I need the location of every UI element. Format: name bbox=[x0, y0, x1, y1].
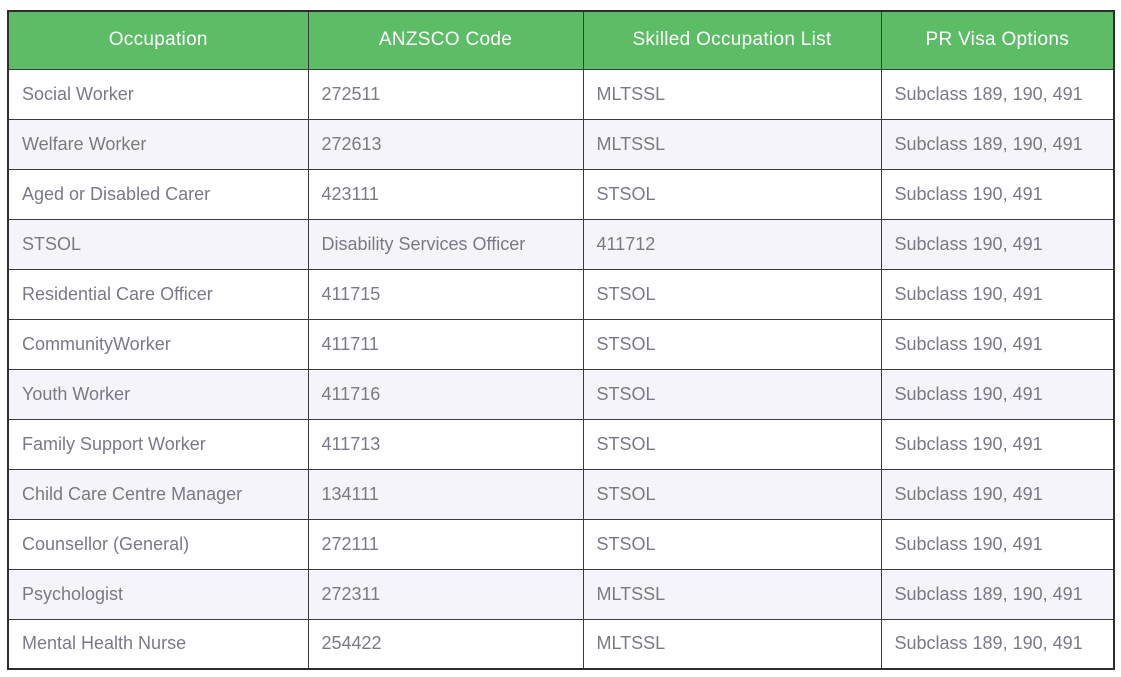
table-row: Social Worker 272511 MLTSSL Subclass 189, 1… bbox=[7, 68, 1115, 120]
cell-skilled-occupation-list: STSOL bbox=[582, 468, 882, 520]
cell-occupation: Counsellor (General) bbox=[7, 518, 309, 570]
cell-pr-visa-options: Subclass 190, 491 bbox=[880, 368, 1115, 420]
table-row: Youth Worker 411716 STSOL Subclass 190, 491 bbox=[7, 368, 1115, 420]
column-header-anzsco-code: ANZSCO Code bbox=[307, 10, 584, 70]
cell-occupation: Mental Health Nurse bbox=[7, 618, 309, 670]
cell-skilled-occupation-list: STSOL bbox=[582, 368, 882, 420]
cell-pr-visa-options: Subclass 189, 190, 491 bbox=[880, 618, 1115, 670]
table-row: Child Care Centre Manager 134111 STSOL Subc… bbox=[7, 468, 1115, 520]
cell-skilled-occupation-list: MLTSSL bbox=[582, 68, 882, 120]
cell-anzsco-code: 411713 bbox=[307, 418, 584, 470]
table-row: Family Support Worker 411713 STSOL Subclass… bbox=[7, 418, 1115, 470]
table-row: Counsellor (General) 272111 STSOL Subclass … bbox=[7, 518, 1115, 570]
cell-skilled-occupation-list: 411712 bbox=[582, 218, 882, 270]
cell-skilled-occupation-list: STSOL bbox=[582, 168, 882, 220]
cell-pr-visa-options: Subclass 189, 190, 491 bbox=[880, 118, 1115, 170]
cell-skilled-occupation-list: MLTSSL bbox=[582, 618, 882, 670]
cell-occupation: Psychologist bbox=[7, 568, 309, 620]
cell-pr-visa-options: Subclass 190, 491 bbox=[880, 318, 1115, 370]
table-header: Occupation ANZSCO Code Skilled Occupatio… bbox=[7, 10, 1115, 70]
cell-anzsco-code: 423111 bbox=[307, 168, 584, 220]
cell-occupation: Social Worker bbox=[7, 68, 309, 120]
cell-skilled-occupation-list: STSOL bbox=[582, 418, 882, 470]
cell-anzsco-code: 254422 bbox=[307, 618, 584, 670]
cell-pr-visa-options: Subclass 190, 491 bbox=[880, 418, 1115, 470]
table-body: Social Worker 272511 MLTSSL Subclass 189, 1… bbox=[7, 68, 1115, 670]
column-header-pr-visa-options: PR Visa Options bbox=[880, 10, 1115, 70]
table-row: Welfare Worker 272613 MLTSSL Subclass 189, … bbox=[7, 118, 1115, 170]
cell-skilled-occupation-list: STSOL bbox=[582, 318, 882, 370]
cell-skilled-occupation-list: STSOL bbox=[582, 268, 882, 320]
cell-anzsco-code: 411715 bbox=[307, 268, 584, 320]
cell-skilled-occupation-list: STSOL bbox=[582, 518, 882, 570]
cell-occupation: STSOL bbox=[7, 218, 309, 270]
header-row: Occupation ANZSCO Code Skilled Occupatio… bbox=[7, 10, 1115, 70]
cell-anzsco-code: 272111 bbox=[307, 518, 584, 570]
occupation-table: Occupation ANZSCO Code Skilled Occupatio… bbox=[7, 10, 1115, 670]
cell-pr-visa-options: Subclass 190, 491 bbox=[880, 518, 1115, 570]
cell-pr-visa-options: Subclass 190, 491 bbox=[880, 218, 1115, 270]
cell-occupation: Child Care Centre Manager bbox=[7, 468, 309, 520]
cell-skilled-occupation-list: MLTSSL bbox=[582, 568, 882, 620]
cell-occupation: Youth Worker bbox=[7, 368, 309, 420]
cell-anzsco-code: 411711 bbox=[307, 318, 584, 370]
table-row: STSOL Disability Services Officer 411712 Su… bbox=[7, 218, 1115, 270]
cell-pr-visa-options: Subclass 189, 190, 491 bbox=[880, 68, 1115, 120]
cell-pr-visa-options: Subclass 190, 491 bbox=[880, 468, 1115, 520]
table-row: Residential Care Officer 411715 STSOL Subcl… bbox=[7, 268, 1115, 320]
cell-occupation: Residential Care Officer bbox=[7, 268, 309, 320]
table-row: Mental Health Nurse 254422 MLTSSL Subclass … bbox=[7, 618, 1115, 670]
cell-pr-visa-options: Subclass 189, 190, 491 bbox=[880, 568, 1115, 620]
cell-pr-visa-options: Subclass 190, 491 bbox=[880, 268, 1115, 320]
cell-anzsco-code: 134111 bbox=[307, 468, 584, 520]
cell-occupation: Family Support Worker bbox=[7, 418, 309, 470]
cell-anzsco-code: Disability Services Officer bbox=[307, 218, 584, 270]
cell-occupation: Aged or Disabled Carer bbox=[7, 168, 309, 220]
table-row: CommunityWorker 411711 STSOL Subclass 190, … bbox=[7, 318, 1115, 370]
cell-occupation: Welfare Worker bbox=[7, 118, 309, 170]
cell-anzsco-code: 272613 bbox=[307, 118, 584, 170]
table-row: Psychologist 272311 MLTSSL Subclass 189, 19… bbox=[7, 568, 1115, 620]
column-header-skilled-occupation-list: Skilled Occupation List bbox=[582, 10, 882, 70]
cell-pr-visa-options: Subclass 190, 491 bbox=[880, 168, 1115, 220]
cell-occupation: CommunityWorker bbox=[7, 318, 309, 370]
column-header-occupation: Occupation bbox=[7, 10, 309, 70]
cell-skilled-occupation-list: MLTSSL bbox=[582, 118, 882, 170]
cell-anzsco-code: 411716 bbox=[307, 368, 584, 420]
cell-anzsco-code: 272311 bbox=[307, 568, 584, 620]
cell-anzsco-code: 272511 bbox=[307, 68, 584, 120]
table-row: Aged or Disabled Carer 423111 STSOL Subclas… bbox=[7, 168, 1115, 220]
